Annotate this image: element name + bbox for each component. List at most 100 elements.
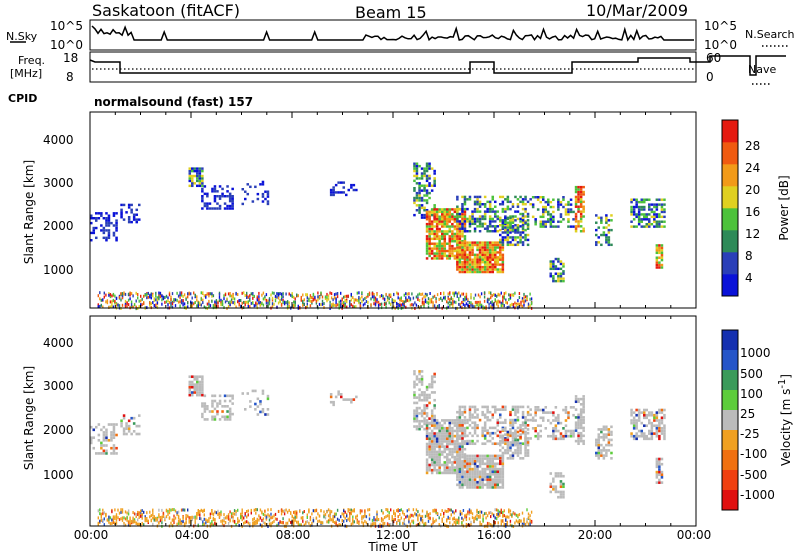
heatmap-cell xyxy=(406,509,408,513)
heatmap-cell xyxy=(488,454,492,458)
heatmap-cell xyxy=(196,380,199,384)
heatmap-cell xyxy=(499,473,502,476)
heatmap-cell xyxy=(371,292,374,296)
heatmap-cell xyxy=(461,523,463,527)
heatmap-cell xyxy=(468,263,472,266)
heatmap-cell xyxy=(102,425,106,429)
heatmap-cell xyxy=(486,241,489,244)
heatmap-cell xyxy=(455,291,457,295)
heatmap-cell xyxy=(112,449,116,453)
heatmap-cell xyxy=(648,419,651,422)
heatmap-cell xyxy=(425,463,429,467)
heatmap-cell xyxy=(161,521,163,525)
heatmap-cell xyxy=(458,421,462,425)
heatmap-cell xyxy=(542,416,545,420)
heatmap-cell xyxy=(501,268,505,271)
heatmap-cell xyxy=(476,513,478,517)
heatmap-cell xyxy=(107,224,111,227)
heatmap-cell xyxy=(456,256,459,259)
heatmap-cell xyxy=(520,303,522,307)
heatmap-cell xyxy=(211,394,214,398)
heatmap-cell xyxy=(478,230,482,233)
heatmap-cell xyxy=(231,187,234,191)
heatmap-cell xyxy=(451,434,454,438)
heatmap-cell xyxy=(430,414,434,418)
heatmap-cell xyxy=(637,419,641,422)
heatmap-cell xyxy=(524,451,527,455)
heatmap-cell xyxy=(428,191,431,195)
heatmap-cell xyxy=(473,241,477,244)
heatmap-cell xyxy=(481,454,484,458)
heatmap-cell xyxy=(655,208,659,211)
heatmap-cell xyxy=(463,213,467,216)
heatmap-cell xyxy=(133,512,136,516)
heatmap-cell xyxy=(99,304,101,308)
heatmap-cell xyxy=(574,395,578,398)
heatmap-cell xyxy=(425,393,429,397)
heatmap-cell xyxy=(448,424,452,427)
heatmap-cell xyxy=(206,520,209,523)
heatmap-cell xyxy=(456,424,459,427)
heatmap-cell xyxy=(170,521,172,525)
heatmap-cell xyxy=(95,217,98,220)
heatmap-cell xyxy=(229,294,231,298)
heatmap-cell xyxy=(473,210,477,213)
heatmap-cell xyxy=(438,523,440,526)
heatmap-cell xyxy=(261,392,265,395)
heatmap-cell xyxy=(462,302,465,306)
heatmap-cell xyxy=(471,426,474,430)
heatmap-cell xyxy=(438,447,441,451)
heatmap-cell xyxy=(494,256,497,259)
heatmap-cell xyxy=(486,459,489,463)
heatmap-cell xyxy=(274,296,277,300)
heatmap-cell xyxy=(374,302,377,306)
heatmap-cell xyxy=(90,214,93,217)
heatmap-cell xyxy=(361,517,363,521)
heatmap-cell xyxy=(511,426,515,430)
heatmap-cell xyxy=(429,298,431,302)
heatmap-cell xyxy=(418,377,421,381)
heatmap-cell xyxy=(536,406,540,409)
heatmap-cell xyxy=(441,453,444,456)
heatmap-cell xyxy=(430,257,434,260)
heatmap-cell xyxy=(463,268,467,271)
heatmap-cell xyxy=(536,432,540,435)
heatmap-cell xyxy=(124,517,127,521)
heatmap-cell xyxy=(564,424,568,428)
heatmap-cell xyxy=(499,434,502,438)
heatmap-cell xyxy=(496,300,498,304)
heatmap-cell xyxy=(433,372,436,376)
heatmap-cell xyxy=(330,305,333,309)
heatmap-cell xyxy=(228,412,232,416)
heatmap-cell xyxy=(201,199,204,203)
heatmap-cell xyxy=(542,223,545,226)
heatmap-cell xyxy=(202,520,204,524)
heatmap-cell xyxy=(443,450,447,454)
heatmap-cell xyxy=(468,410,472,414)
heatmap-cell xyxy=(202,301,204,305)
heatmap-cell xyxy=(433,432,436,435)
heatmap-cell xyxy=(425,398,429,402)
heatmap-cell xyxy=(111,294,113,298)
heatmap-cell xyxy=(352,521,354,525)
heatmap-cell xyxy=(477,511,480,514)
heatmap-cell xyxy=(597,457,601,460)
heatmap-cell xyxy=(438,424,441,427)
heatmap-cell xyxy=(377,300,380,304)
heatmap-cell xyxy=(228,192,232,196)
heatmap-cell xyxy=(425,445,429,448)
heatmap-cell xyxy=(509,241,512,244)
heatmap-cell xyxy=(542,408,545,412)
heatmap-cell xyxy=(600,221,603,224)
heatmap-cell xyxy=(478,205,482,208)
heatmap-cell xyxy=(468,195,472,199)
heatmap-cell xyxy=(542,419,545,422)
heatmap-cell xyxy=(579,403,583,406)
heatmap-cell xyxy=(162,511,165,515)
heatmap-cell xyxy=(353,305,355,309)
heatmap-cell xyxy=(448,249,452,253)
heatmap-cell xyxy=(645,198,649,201)
heatmap-cell xyxy=(504,198,507,201)
heatmap-cell xyxy=(461,213,464,216)
heatmap-cell xyxy=(501,219,505,222)
